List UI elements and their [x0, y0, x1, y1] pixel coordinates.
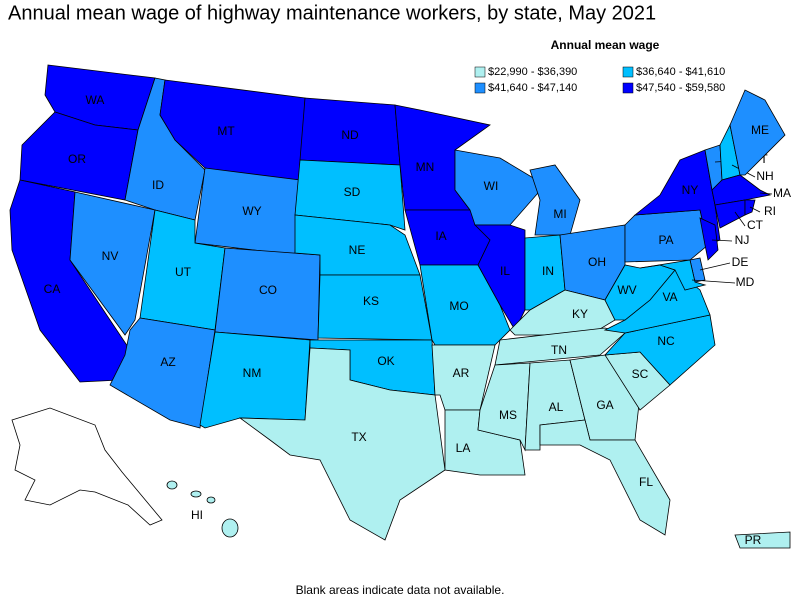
leader-line [734, 211, 746, 227]
state-label: TX [351, 430, 366, 444]
state-label: NC [657, 334, 675, 348]
state-label: VA [662, 290, 677, 304]
state-label: LA [456, 441, 471, 455]
state-label: WI [484, 179, 499, 193]
state-label: UT [175, 265, 192, 279]
map-title: Annual mean wage of highway maintenance … [8, 2, 656, 24]
state-label: MT [217, 124, 235, 138]
state-label: ME [751, 123, 769, 137]
state-label: AZ [160, 355, 175, 369]
state-label: CT [747, 218, 764, 232]
legend-label: $36,640 - $41,610 [636, 66, 725, 78]
state-label: FL [639, 475, 653, 489]
legend-swatch [622, 82, 634, 94]
state-label: HI [191, 508, 203, 522]
state-label: ND [341, 128, 359, 142]
state-label: OK [377, 354, 394, 368]
state-label: MO [449, 299, 468, 313]
state-shape [494, 327, 626, 366]
state-label: SD [344, 185, 361, 199]
state-label: WA [86, 93, 105, 107]
state-label: AR [453, 366, 470, 380]
legend-label: $47,540 - $59,580 [636, 82, 725, 94]
state-shape [69, 191, 156, 336]
state-shape [529, 164, 581, 236]
state-label: DE [732, 255, 749, 269]
legend-swatch [474, 66, 486, 78]
state-label: CO [259, 283, 277, 297]
state-shape [714, 199, 746, 229]
legend-label: $22,990 - $36,390 [488, 66, 577, 78]
state-shape [639, 259, 707, 291]
state-label: OR [68, 152, 86, 166]
state-label: IA [435, 229, 446, 243]
state-label: RI [764, 204, 776, 218]
state-label: IN [542, 264, 554, 278]
state-label: SC [632, 367, 649, 381]
state-label: AL [549, 400, 564, 414]
state-label: MN [416, 160, 435, 174]
legend-title: Annual mean wage [551, 38, 660, 52]
state-label: NJ [735, 233, 750, 247]
state-label: MS [499, 408, 517, 422]
state-label: NE [349, 243, 366, 257]
state-label: IL [500, 264, 510, 278]
state-label: PR [745, 533, 762, 547]
state-label: KS [363, 294, 379, 308]
legend-label: $41,640 - $47,140 [488, 82, 577, 94]
state-shape [206, 496, 216, 504]
leader-line [699, 262, 731, 271]
state-label: MD [736, 275, 755, 289]
leader-line [759, 192, 773, 195]
state-label: CA [44, 282, 61, 296]
state-label: GA [596, 398, 613, 412]
state-label: MA [773, 186, 791, 200]
leader-line [691, 279, 736, 284]
state-label: NM [243, 366, 262, 380]
state-shape [190, 490, 202, 498]
state-label: TN [551, 343, 567, 357]
footnote: Blank areas indicate data not available. [296, 583, 505, 597]
state-label: ID [152, 178, 164, 192]
legend-swatch [474, 82, 486, 94]
state-label: WV [617, 283, 636, 297]
state-label: PA [658, 233, 673, 247]
state-shape [699, 217, 719, 261]
alaska-outline [11, 407, 163, 526]
state-shape [166, 480, 178, 490]
leader-line [711, 239, 733, 242]
state-shape [734, 531, 791, 549]
state-label: NV [102, 249, 119, 263]
leader-line [749, 206, 761, 213]
legend-swatch [622, 66, 634, 78]
state-label: WY [242, 204, 261, 218]
state-shape [294, 159, 406, 231]
state-label: NH [756, 169, 773, 183]
state-label: OH [588, 255, 606, 269]
state-label: MI [553, 207, 566, 221]
state-label: KY [572, 307, 588, 321]
state-shape [539, 419, 671, 536]
state-shape [744, 199, 756, 216]
state-shape [221, 518, 239, 538]
state-label: NY [682, 183, 699, 197]
